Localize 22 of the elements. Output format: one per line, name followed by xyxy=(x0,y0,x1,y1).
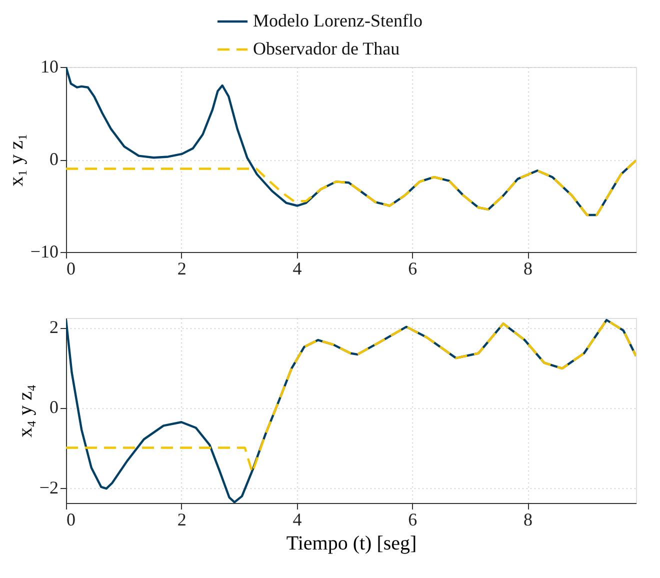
y-axis-title: x₄ y z₄ xyxy=(14,384,36,438)
x-tick-label: 6 xyxy=(408,510,418,530)
y-tick-label: −10 xyxy=(30,242,58,262)
y-tick-label: 0 xyxy=(50,149,58,169)
y-axis-title: x₁ y z₁ xyxy=(5,134,28,186)
x-tick-label: 0 xyxy=(66,258,76,278)
y-tick-label: 2 xyxy=(50,317,58,338)
y-tick-label: −2 xyxy=(39,477,58,498)
x-tick-label: 8 xyxy=(524,258,533,278)
x-tick-label: 0 xyxy=(66,510,76,530)
x-tick-label: 8 xyxy=(524,510,533,530)
x-tick-label: 6 xyxy=(408,258,418,278)
x-axis-title: Tiempo (t) [seg] xyxy=(286,532,417,554)
legend-label: Modelo Lorenz-Stenflo xyxy=(253,10,422,30)
y-tick-label: 0 xyxy=(50,397,58,418)
legend-label: Observador de Thau xyxy=(253,38,400,58)
y-tick-label: 10 xyxy=(40,56,58,76)
x-tick-label: 2 xyxy=(177,510,186,530)
x-tick-label: 4 xyxy=(292,510,302,530)
x-tick-label: 4 xyxy=(292,258,302,278)
x-tick-label: 2 xyxy=(177,258,186,278)
line-series xyxy=(66,159,636,216)
